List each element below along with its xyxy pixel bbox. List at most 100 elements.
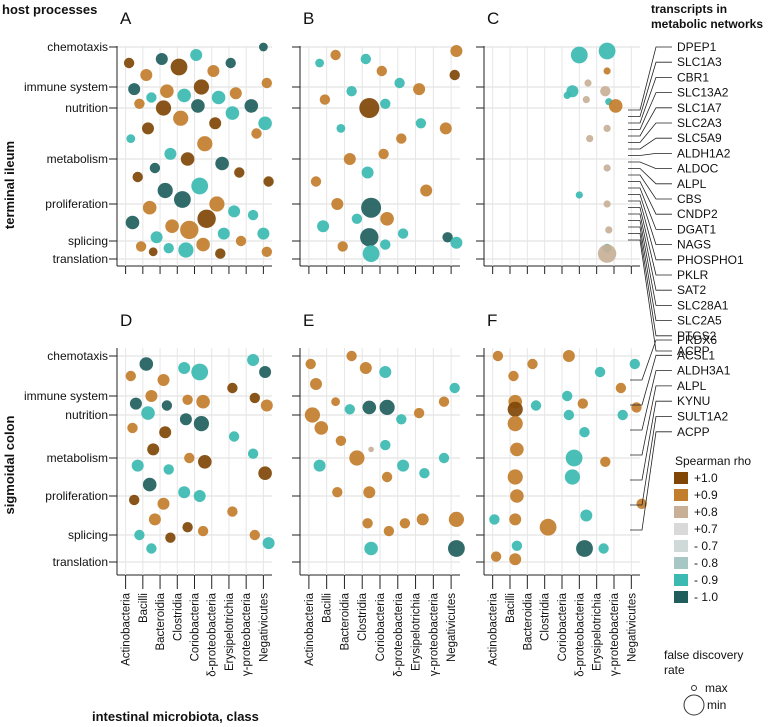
panel-label: A [120, 9, 132, 28]
data-bubble [331, 198, 344, 210]
data-bubble [145, 390, 158, 402]
data-bubble [586, 135, 594, 143]
data-bubble [381, 471, 393, 483]
data-bubble [344, 404, 355, 415]
data-bubble [438, 396, 450, 407]
data-bubble [450, 236, 463, 249]
data-bubble [207, 65, 220, 77]
colon-transcript-label: ALDH3A1 [677, 364, 731, 378]
ileum-transcript-label: SLC1A7 [677, 101, 722, 115]
data-bubble [582, 96, 590, 104]
fdr-legend-title-line1: false discovery [664, 648, 743, 662]
ileum-transcript-label: SLC2A5 [677, 314, 722, 328]
data-bubble [448, 540, 465, 557]
x-tick-label: Bacilli [322, 593, 334, 623]
legend-layer: Spearman rho +1.0 +0.9 +0.8 +0.7 - 0.7 - 0.8 - … [664, 454, 751, 716]
data-bubble [148, 247, 158, 257]
x-tick-label: Actinobacteria [304, 592, 316, 665]
data-bubble [396, 414, 407, 425]
ileum-transcript-label: CBR1 [677, 70, 709, 84]
colon-transcript-label: PRDX6 [677, 333, 717, 347]
colon-transcript-label: ACPP [677, 425, 710, 439]
data-bubble [262, 537, 275, 550]
data-bubble [319, 94, 331, 105]
data-bubble [603, 200, 611, 208]
data-bubble [335, 435, 347, 446]
ileum-transcript-connector [628, 213, 672, 291]
data-bubble [211, 90, 226, 105]
colon-transcript-connector [630, 339, 672, 381]
data-bubble [215, 156, 229, 171]
x-tick-label: Bacteroidia [339, 592, 351, 650]
data-bubble [235, 235, 247, 247]
data-bubble [416, 513, 429, 526]
data-bubble [209, 117, 222, 130]
colon-transcript-connector [630, 400, 672, 481]
data-bubble [438, 452, 450, 464]
data-bubble [197, 525, 209, 537]
ileum-transcript-connector [628, 174, 672, 200]
data-bubble [597, 244, 617, 263]
data-bubble [359, 98, 380, 118]
data-bubble [170, 58, 188, 76]
rho-swatch-label: +0.9 [694, 488, 718, 502]
rho-swatch [674, 489, 688, 501]
data-bubble [197, 209, 216, 228]
panel-b: B [292, 9, 463, 274]
data-bubble [225, 57, 236, 69]
data-bubble [134, 529, 145, 541]
panel-label: D [120, 311, 132, 330]
data-bubble [197, 136, 213, 152]
x-tick-label: Bacteroidia [155, 592, 167, 650]
data-bubble [229, 87, 242, 100]
data-bubble [147, 443, 160, 456]
data-bubble [605, 226, 613, 234]
data-bubble [490, 551, 502, 562]
data-bubble [603, 164, 611, 172]
data-bubble [313, 459, 326, 472]
data-bubble [600, 86, 611, 97]
data-bubble [196, 237, 210, 252]
fdr-max-circle [691, 685, 697, 691]
y-tick-label: translation [53, 252, 108, 266]
data-bubble [363, 486, 376, 499]
ileum-transcript-label: SLC5A9 [677, 131, 722, 145]
transcripts-title-line1: transcripts in [651, 2, 727, 16]
data-bubble [397, 228, 409, 239]
data-bubble [376, 65, 387, 77]
y-tick-label: proliferation [45, 197, 108, 211]
colon-transcript-label: SULT1A2 [677, 410, 728, 424]
data-bubble [415, 118, 427, 129]
data-bubble [163, 464, 174, 475]
data-bubble [396, 133, 407, 144]
rho-swatch-label: +0.8 [694, 505, 718, 519]
data-bubble [227, 506, 238, 517]
data-bubble [258, 466, 272, 481]
data-bubble [439, 122, 452, 135]
transcripts-title-line2: metabolic networks [651, 17, 763, 31]
data-bubble [594, 366, 606, 378]
ileum-transcript-connector [628, 220, 672, 306]
data-bubble [331, 397, 340, 407]
data-bubble [142, 200, 157, 215]
ileum-transcript-connector [628, 226, 672, 322]
data-bubble [217, 227, 230, 240]
data-bubble [225, 106, 240, 120]
data-bubble [346, 350, 357, 362]
data-bubble [244, 99, 259, 113]
data-bubble [259, 42, 268, 52]
data-bubble [135, 241, 147, 252]
data-bubble [304, 407, 320, 423]
ileum-transcript-connector [628, 46, 672, 111]
x-tick-label: Bacilli [138, 593, 150, 623]
data-bubble [157, 374, 170, 386]
data-bubble [576, 540, 593, 557]
x-tick-label: γ-proteobacteria [428, 592, 440, 676]
x-tick-label: Clostridia [540, 592, 552, 641]
ileum-transcript-label: SLC1A3 [677, 55, 722, 69]
rho-swatch-label: - 0.7 [694, 539, 718, 553]
y-tick-label: splicing [68, 234, 108, 248]
